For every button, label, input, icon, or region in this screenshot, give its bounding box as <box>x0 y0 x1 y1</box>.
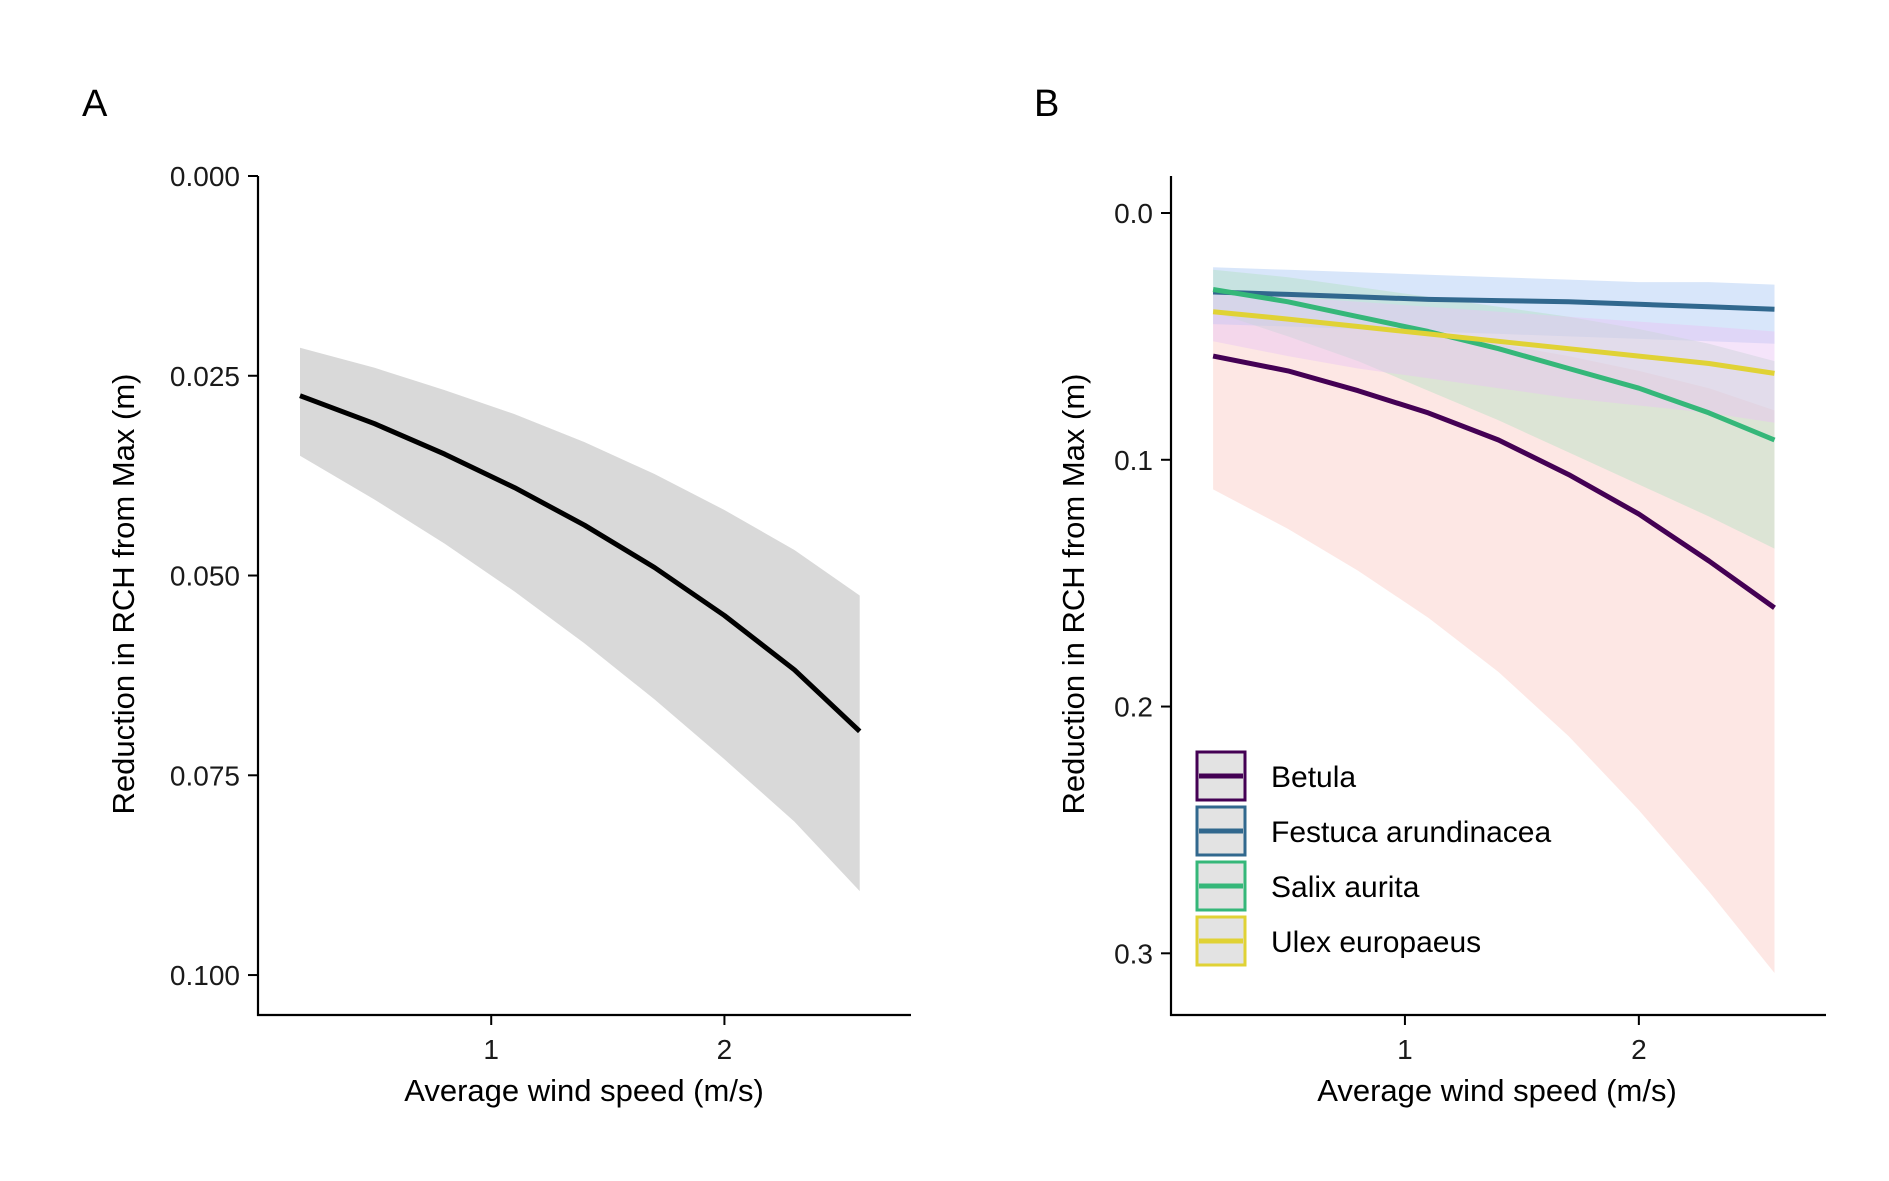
panel-a-ribbons <box>300 347 860 892</box>
ribbon-series-0 <box>300 347 860 892</box>
y-tick-label: 0.3 <box>1114 938 1153 969</box>
panel-a-lines <box>299 393 862 734</box>
legend-item-betula: Betula <box>1195 750 1356 802</box>
y-tick-label: 0.075 <box>170 760 240 791</box>
legend-item-salix-aurita: Salix aurita <box>1195 860 1420 912</box>
line-ulex-europaeus <box>1212 309 1775 376</box>
x-tick-label: 1 <box>1397 1034 1413 1065</box>
panel-b-ribbons <box>1213 267 1775 973</box>
line-salix-aurita <box>1212 287 1776 443</box>
ribbon-betula <box>1213 311 1775 973</box>
x-tick-label: 2 <box>717 1034 733 1065</box>
panel-b-y-axis-title: Reduction in RCH from Max (m) <box>1056 374 1091 815</box>
y-tick-label: 0.000 <box>170 161 240 192</box>
y-tick-label: 0.2 <box>1114 692 1153 723</box>
line-series-0 <box>299 393 862 734</box>
y-tick-label: 0.025 <box>170 361 240 392</box>
legend-label: Betula <box>1271 761 1356 794</box>
y-tick-label: 0.1 <box>1114 445 1153 476</box>
line-festuca-arundinacea <box>1213 289 1775 312</box>
y-tick-label: 0.100 <box>170 960 240 991</box>
panel-b-y-ticks: 0.0 0.1 0.2 0.3 <box>1114 198 1171 969</box>
legend-item-ulex-europaeus: Ulex europaeus <box>1195 915 1481 967</box>
legend-label: Ulex europaeus <box>1271 926 1481 959</box>
legend-item-festuca-arundinacea: Festuca arundinacea <box>1195 805 1551 857</box>
y-tick-label: 0.0 <box>1114 198 1153 229</box>
legend-label: Salix aurita <box>1271 871 1420 904</box>
panel-b-legend: Betula Festuca arundinacea Salix aurita Ule… <box>1195 750 1551 967</box>
panel-a-y-ticks: 0.000 0.025 0.050 0.075 0.100 <box>170 161 258 991</box>
panel-a-x-axis-title: Average wind speed (m/s) <box>404 1073 764 1108</box>
legend-label: Festuca arundinacea <box>1271 816 1551 849</box>
panel-b-x-axis-title: Average wind speed (m/s) <box>1317 1073 1677 1108</box>
panel-a-tag: A <box>82 83 108 125</box>
y-tick-label: 0.050 <box>170 561 240 592</box>
ribbon-salix-aurita <box>1213 269 1775 549</box>
x-tick-label: 1 <box>483 1034 499 1065</box>
panel-a-y-axis-title: Reduction in RCH from Max (m) <box>106 374 141 815</box>
panel-b-lines <box>1212 287 1776 610</box>
x-tick-label: 2 <box>1631 1034 1647 1065</box>
panel-b-tag: B <box>1034 83 1059 125</box>
line-betula <box>1212 353 1776 610</box>
